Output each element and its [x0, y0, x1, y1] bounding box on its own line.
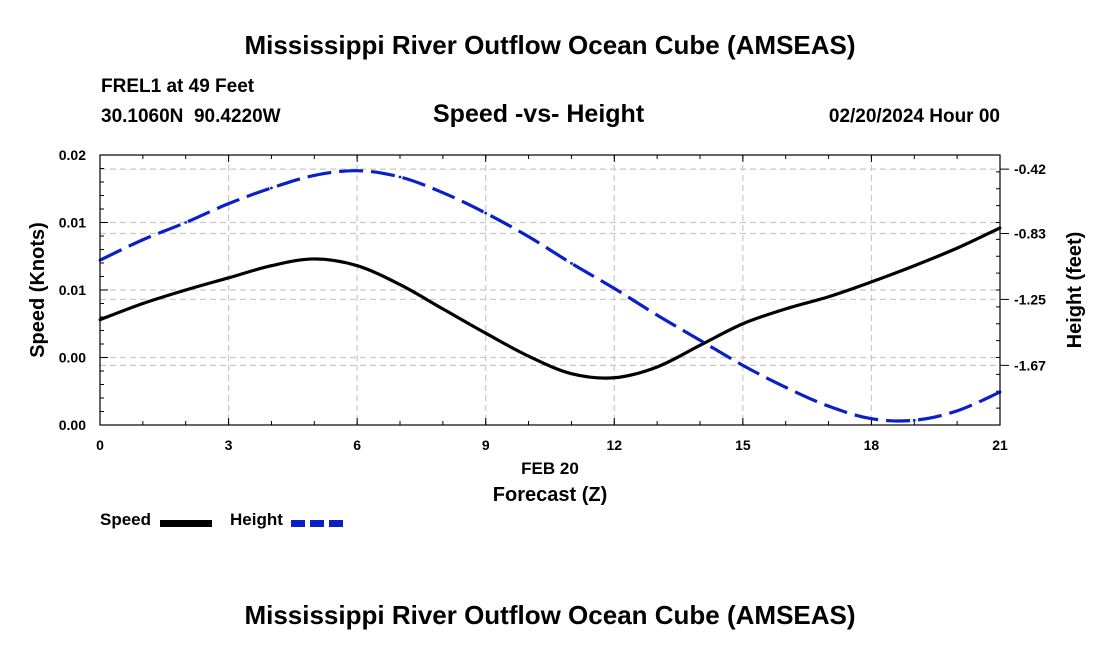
- point-height: [398, 175, 402, 179]
- y-axis-right-label: Height (feet): [1064, 232, 1086, 349]
- page-title: Mississippi River Outflow Ocean Cube (AM…: [244, 30, 856, 60]
- point-height: [441, 191, 445, 195]
- y-right-tick-label: -0.42: [1014, 161, 1046, 177]
- legend-height-swatch: [291, 520, 343, 527]
- series-line-height: [99, 169, 1001, 423]
- series-layer: [98, 169, 1002, 423]
- x-axis-date-label: FEB 20: [521, 459, 579, 478]
- point-speed: [484, 331, 488, 335]
- point-speed: [398, 283, 402, 286]
- x-tick-label: 21: [992, 437, 1008, 453]
- y-left-tick-label: 0.00: [59, 350, 86, 366]
- point-height: [912, 418, 916, 422]
- y-right-tick-label: -1.67: [1014, 357, 1046, 373]
- point-height: [612, 287, 616, 290]
- y-left-tick-label: 0.02: [59, 147, 86, 163]
- label-layer: 0 3 6 9 12 15 18 21 0.00 0.00 0.01 0.01 0.02 -0.42 -0.…: [59, 147, 1046, 453]
- plot-frame: [99, 154, 1001, 426]
- point-height: [955, 409, 959, 413]
- point-speed: [784, 307, 788, 311]
- point-speed: [355, 264, 359, 268]
- y-left-tick-label: 0.00: [59, 417, 86, 433]
- point-speed: [184, 288, 188, 292]
- grid-layer: [100, 155, 1000, 425]
- point-height: [141, 238, 145, 242]
- point-height: [484, 211, 488, 215]
- point-speed: [270, 264, 273, 268]
- point-height: [184, 221, 188, 224]
- point-height: [270, 186, 273, 190]
- point-height: [312, 174, 316, 177]
- point-height: [655, 313, 659, 317]
- point-speed: [227, 276, 230, 280]
- point-speed: [527, 354, 530, 358]
- point-height: [827, 404, 830, 408]
- point-speed: [570, 372, 573, 376]
- legend-speed-label: Speed: [100, 510, 152, 529]
- forecast-datetime: 02/20/2024 Hour 00: [828, 106, 1000, 127]
- y-left-tick-label: 0.01: [59, 282, 86, 298]
- page-title-repeat: Mississippi River Outflow Ocean Cube (AM…: [244, 600, 856, 630]
- point-speed: [912, 264, 916, 268]
- x-tick-label: 12: [606, 437, 622, 453]
- point-height: [741, 363, 745, 367]
- point-speed: [441, 307, 445, 311]
- point-height: [784, 385, 788, 389]
- point-speed: [698, 343, 702, 347]
- point-speed: [612, 376, 616, 380]
- point-height: [570, 261, 573, 265]
- point-speed: [141, 302, 145, 305]
- y-axis-left-label: Speed (Knots): [27, 222, 49, 358]
- x-tick-label: 0: [96, 437, 104, 453]
- coordinates-label: 30.1060N 90.4220W: [101, 106, 281, 127]
- point-speed: [870, 280, 873, 284]
- x-tick-label: 9: [482, 437, 490, 453]
- x-tick-label: 6: [353, 437, 361, 453]
- station-label: FREL1 at 49 Feet: [101, 76, 255, 97]
- y-right-tick-label: -1.25: [1014, 291, 1046, 307]
- point-speed: [655, 365, 659, 369]
- point-height: [227, 202, 230, 206]
- chart-subtitle: Speed -vs- Height: [433, 100, 645, 128]
- x-tick-label: 3: [225, 437, 233, 453]
- point-height: [527, 235, 530, 239]
- x-tick-label: 18: [864, 437, 880, 453]
- point-speed: [312, 257, 316, 261]
- point-speed: [741, 322, 745, 326]
- tick-layer: [99, 154, 1009, 426]
- legend-speed-swatch: [160, 520, 212, 527]
- point-speed: [955, 246, 959, 250]
- y-right-tick-label: -0.83: [1014, 225, 1046, 241]
- point-height: [870, 417, 873, 421]
- point-speed: [827, 295, 830, 299]
- legend-height-label: Height: [230, 510, 283, 529]
- point-height: [698, 338, 702, 342]
- x-tick-label: 15: [735, 437, 751, 453]
- y-left-tick-label: 0.01: [59, 215, 86, 231]
- point-height: [355, 169, 359, 173]
- series-line-speed: [99, 226, 1001, 380]
- x-axis-label: Forecast (Z): [493, 484, 607, 506]
